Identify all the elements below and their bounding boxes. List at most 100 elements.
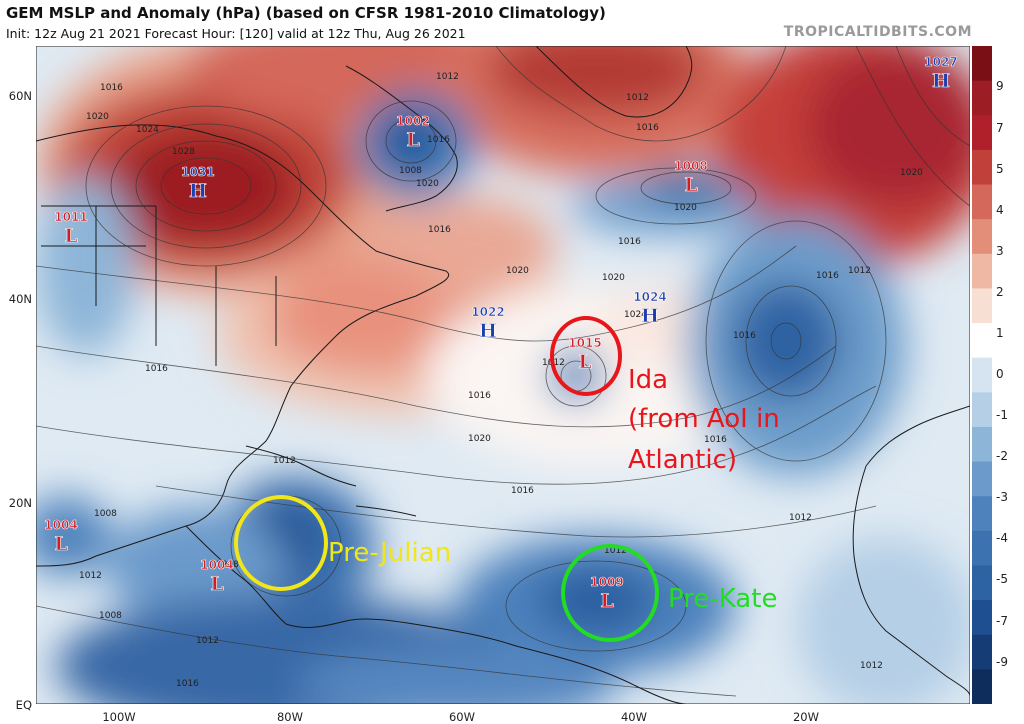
isobar-labels: 1012 1016 1020 1024 1028 1008 1016 1012 1016 1020… bbox=[79, 72, 923, 689]
system-pressure-value: 1024 bbox=[633, 290, 666, 304]
isobar-label: 1016 bbox=[145, 364, 168, 374]
colorbar-tick-label: -3 bbox=[996, 490, 1008, 504]
isobar-label: 1012 bbox=[436, 72, 459, 82]
colorbar-tick-label: 2 bbox=[996, 285, 1004, 299]
isobar-label: 1016 bbox=[428, 225, 451, 235]
isobar-label: 1016 bbox=[618, 237, 641, 247]
isobar-label: 1016 bbox=[176, 679, 199, 689]
anomaly-colorbar bbox=[972, 46, 992, 704]
isobar-label: 1016 bbox=[636, 123, 659, 133]
isobar-label: 1012 bbox=[789, 513, 812, 523]
system-pressure-value: 1015 bbox=[568, 336, 601, 350]
colorbar-tick-label: -4 bbox=[996, 531, 1008, 545]
ida-label-line1: Ida bbox=[628, 365, 668, 395]
colorbar-tick-label: -7 bbox=[996, 614, 1008, 628]
lat-label-40n: 40N bbox=[8, 292, 32, 306]
isobar-label: 1012 bbox=[626, 93, 649, 103]
colorbar-segment bbox=[972, 219, 992, 255]
isobar-label: 1016 bbox=[733, 331, 756, 341]
chart-subtitle: Init: 12z Aug 21 2021 Forecast Hour: [12… bbox=[6, 26, 466, 41]
isobar-label: 1016 bbox=[511, 486, 534, 496]
isobar-label: 1012 bbox=[273, 456, 296, 466]
isobar-label: 1008 bbox=[99, 611, 122, 621]
pre-julian-circle bbox=[234, 495, 328, 591]
isobar-label: 1020 bbox=[416, 179, 439, 189]
chart-title: GEM MSLP and Anomaly (hPa) (based on CFS… bbox=[6, 4, 606, 22]
isobars bbox=[36, 46, 970, 697]
lon-label-80w: 80W bbox=[276, 710, 304, 724]
system-type-letter: H bbox=[932, 70, 950, 92]
isobar-label: 1016 bbox=[100, 83, 123, 93]
lon-label-60w: 60W bbox=[448, 710, 476, 724]
colorbar-tick-label: -5 bbox=[996, 572, 1008, 586]
isobar-label: 1020 bbox=[674, 203, 697, 213]
ida-label-line3: Atlantic) bbox=[628, 445, 737, 475]
colorbar-segment bbox=[972, 669, 992, 704]
coastlines bbox=[36, 46, 970, 704]
colorbar-segment bbox=[972, 288, 992, 324]
colorbar-segment bbox=[972, 80, 992, 116]
colorbar-segment bbox=[972, 634, 992, 670]
isobar-label: 1020 bbox=[900, 168, 923, 178]
system-type-letter: H bbox=[641, 305, 659, 327]
isobar-label: 1016 bbox=[816, 271, 839, 281]
colorbar-segment bbox=[972, 46, 992, 82]
isobar-label: 1016 bbox=[704, 435, 727, 445]
colorbar-tick-label: 7 bbox=[996, 121, 1004, 135]
colorbar-segment bbox=[972, 253, 992, 289]
system-type-letter: L bbox=[210, 573, 223, 595]
pre-kate-label: Pre-Kate bbox=[668, 584, 777, 614]
system-type-letter: L bbox=[600, 590, 613, 612]
pre-kate-circle bbox=[561, 544, 659, 642]
colorbar-tick-label: 9 bbox=[996, 79, 1004, 93]
lon-label-40w: 40W bbox=[620, 710, 648, 724]
colorbar-tick-label: -2 bbox=[996, 449, 1008, 463]
isobar-label: 1024 bbox=[624, 310, 647, 320]
colorbar-segment bbox=[972, 496, 992, 532]
system-pressure-value: 1002 bbox=[396, 114, 429, 128]
ida-label-line2: (from AoI in bbox=[628, 404, 780, 434]
colorbar-tick-label: -9 bbox=[996, 655, 1008, 669]
colorbar-segment bbox=[972, 149, 992, 186]
isobar-label: 1020 bbox=[468, 434, 491, 444]
colorbar-segment bbox=[972, 426, 992, 463]
colorbar-segment bbox=[972, 323, 992, 359]
isobar-label: 1012 bbox=[848, 266, 871, 276]
pressure-systems: 1031H1002L1008L1027H1011L1022H1024H1015L… bbox=[44, 55, 958, 613]
isobar-label: 1020 bbox=[86, 112, 109, 122]
isobar-label: 1012 bbox=[79, 571, 102, 581]
colorbar-segment bbox=[972, 461, 992, 497]
colorbar-tick-label: 1 bbox=[996, 326, 1004, 340]
colorbar-segment bbox=[972, 184, 992, 220]
colorbar-segment bbox=[972, 565, 992, 601]
colorbar-segment bbox=[972, 600, 992, 636]
colorbar-segment bbox=[972, 115, 992, 151]
system-pressure-value: 1004 bbox=[200, 558, 233, 572]
isobar-label: 1020 bbox=[602, 273, 625, 283]
system-pressure-value: 1011 bbox=[54, 210, 87, 224]
system-type-letter: L bbox=[578, 351, 591, 373]
mslp-anomaly-map: 1012 1016 1020 1024 1028 1008 1016 1012 1016 1020… bbox=[36, 46, 970, 704]
isobar-label: 1012 bbox=[196, 636, 219, 646]
lat-label-eq: EQ bbox=[15, 698, 32, 712]
isobar-label: 1008 bbox=[216, 560, 239, 570]
system-type-letter: H bbox=[189, 180, 207, 202]
system-pressure-value: 1031 bbox=[181, 165, 214, 179]
colorbar-tick-label: 4 bbox=[996, 203, 1004, 217]
isobar-label: 1016 bbox=[468, 391, 491, 401]
system-type-letter: L bbox=[64, 225, 77, 247]
system-pressure-value: 1027 bbox=[924, 55, 957, 69]
colorbar-tick-label: 5 bbox=[996, 162, 1004, 176]
isobar-label: 1020 bbox=[506, 266, 529, 276]
isobar-label: 1016 bbox=[427, 135, 450, 145]
lat-label-20n: 20N bbox=[8, 496, 32, 510]
